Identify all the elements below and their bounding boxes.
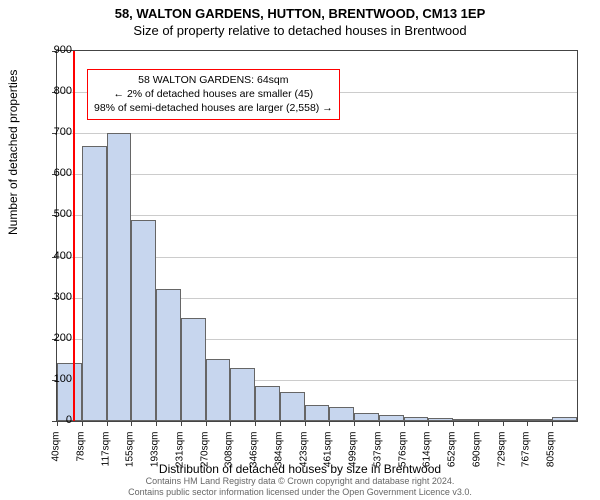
histogram-bar — [156, 289, 181, 421]
histogram-bar — [379, 415, 404, 421]
histogram-bar — [329, 407, 354, 421]
histogram-bar — [206, 359, 231, 421]
x-tick-label: 270sqm — [199, 432, 210, 482]
x-tick-mark — [428, 421, 429, 426]
x-tick-label: 729sqm — [496, 432, 507, 482]
x-tick-mark — [379, 421, 380, 426]
x-tick-mark — [156, 421, 157, 426]
y-tick-label: 0 — [32, 414, 72, 426]
x-tick-mark — [82, 421, 83, 426]
x-tick-label: 805sqm — [546, 432, 557, 482]
x-tick-mark — [280, 421, 281, 426]
x-tick-label: 308sqm — [224, 432, 235, 482]
info-box-line1: 58 WALTON GARDENS: 64sqm — [94, 73, 333, 87]
x-tick-label: 576sqm — [397, 432, 408, 482]
x-tick-mark — [206, 421, 207, 426]
y-tick-label: 800 — [32, 85, 72, 97]
x-tick-mark — [107, 421, 108, 426]
histogram-bar — [478, 419, 503, 421]
histogram-bar — [107, 133, 132, 421]
chart-title-address: 58, WALTON GARDENS, HUTTON, BRENTWOOD, C… — [0, 6, 600, 21]
y-tick-label: 900 — [32, 44, 72, 56]
histogram-bar — [428, 418, 453, 421]
histogram-bar — [453, 419, 478, 421]
chart-title-subtitle: Size of property relative to detached ho… — [0, 23, 600, 38]
info-box-line2: ← 2% of detached houses are smaller (45) — [94, 87, 333, 101]
y-tick-label: 600 — [32, 167, 72, 179]
x-tick-mark — [305, 421, 306, 426]
y-axis-label: Number of detached properties — [6, 70, 20, 235]
grid-line — [57, 174, 577, 175]
x-tick-label: 423sqm — [298, 432, 309, 482]
x-tick-label: 384sqm — [273, 432, 284, 482]
x-tick-label: 40sqm — [51, 432, 62, 482]
histogram-bar — [527, 419, 552, 421]
y-tick-label: 400 — [32, 250, 72, 262]
histogram-bar — [82, 146, 107, 421]
x-tick-mark — [230, 421, 231, 426]
x-tick-mark — [181, 421, 182, 426]
histogram-bar — [503, 419, 528, 421]
grid-line — [57, 215, 577, 216]
histogram-bar — [255, 386, 280, 421]
x-tick-label: 614sqm — [422, 432, 433, 482]
y-tick-label: 500 — [32, 208, 72, 220]
grid-line — [57, 133, 577, 134]
info-box-line3: 98% of semi-detached houses are larger (… — [94, 101, 333, 115]
x-tick-label: 461sqm — [323, 432, 334, 482]
x-tick-mark — [404, 421, 405, 426]
x-tick-label: 155sqm — [125, 432, 136, 482]
x-tick-mark — [527, 421, 528, 426]
x-tick-mark — [453, 421, 454, 426]
x-tick-mark — [131, 421, 132, 426]
x-tick-mark — [354, 421, 355, 426]
x-tick-label: 690sqm — [471, 432, 482, 482]
histogram-bar — [131, 220, 156, 421]
histogram-bar — [552, 417, 577, 421]
chart-plot-area: 58 WALTON GARDENS: 64sqm← 2% of detached… — [56, 50, 578, 422]
info-box: 58 WALTON GARDENS: 64sqm← 2% of detached… — [87, 69, 340, 120]
x-tick-mark — [552, 421, 553, 426]
x-tick-label: 117sqm — [100, 432, 111, 482]
x-tick-label: 537sqm — [372, 432, 383, 482]
x-tick-label: 499sqm — [348, 432, 359, 482]
x-tick-mark — [255, 421, 256, 426]
histogram-bar — [280, 392, 305, 421]
y-tick-label: 200 — [32, 332, 72, 344]
histogram-bar — [230, 368, 255, 421]
x-tick-mark — [478, 421, 479, 426]
reference-line — [73, 51, 75, 421]
x-tick-label: 78sqm — [75, 432, 86, 482]
x-tick-label: 346sqm — [249, 432, 260, 482]
y-tick-label: 100 — [32, 373, 72, 385]
x-tick-label: 652sqm — [447, 432, 458, 482]
histogram-bar — [305, 405, 330, 421]
x-tick-label: 193sqm — [150, 432, 161, 482]
histogram-bar — [181, 318, 206, 421]
x-tick-mark — [329, 421, 330, 426]
x-tick-label: 767sqm — [521, 432, 532, 482]
footer-line2: Contains public sector information licen… — [0, 487, 600, 498]
x-tick-mark — [503, 421, 504, 426]
histogram-bar — [354, 413, 379, 421]
y-tick-label: 700 — [32, 126, 72, 138]
histogram-bar — [404, 417, 429, 421]
x-tick-label: 231sqm — [174, 432, 185, 482]
y-tick-label: 300 — [32, 291, 72, 303]
